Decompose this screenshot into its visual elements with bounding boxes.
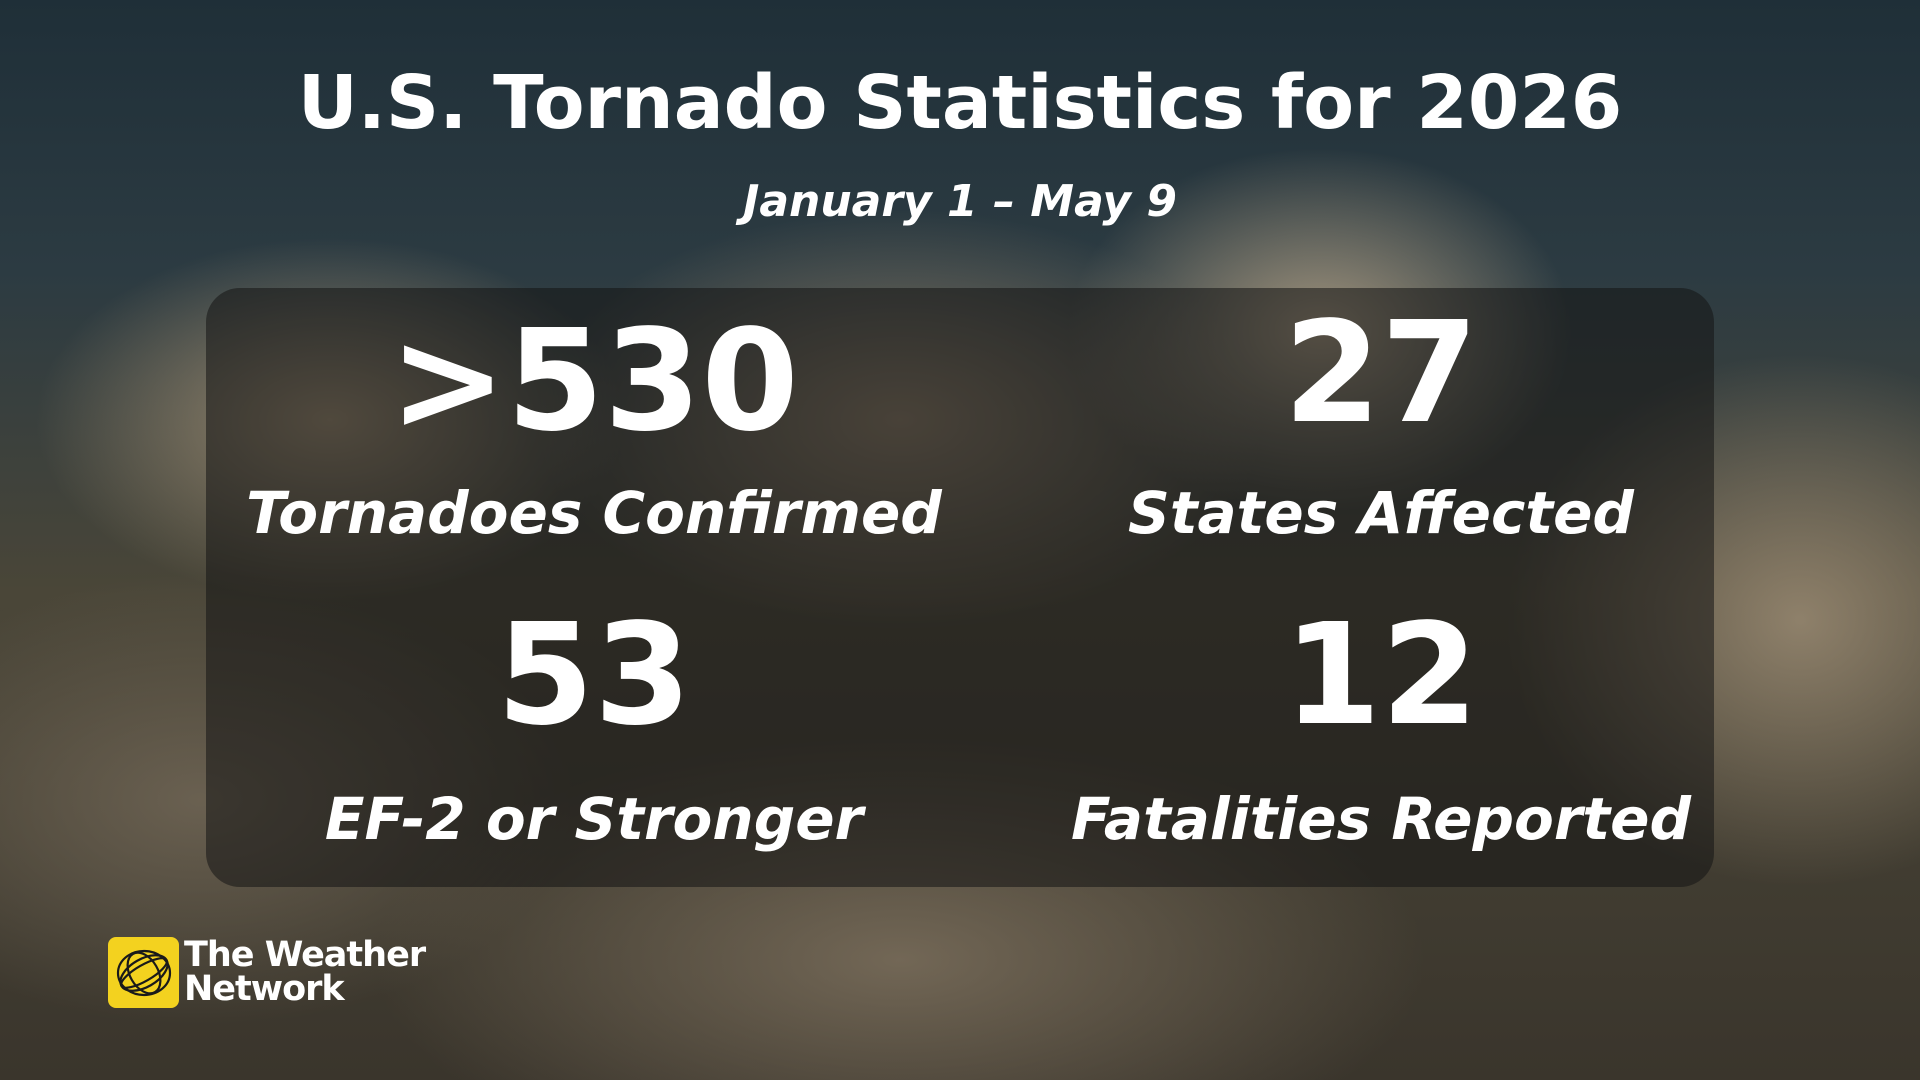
stat-value: 12 <box>1283 594 1479 757</box>
logo-icon <box>108 937 179 1008</box>
stat-value: 53 <box>496 594 692 757</box>
logo-text: The Weather <box>184 935 426 975</box>
subtitle: January 1 – May 9 <box>742 176 1178 227</box>
stat-value: 27 <box>1283 292 1479 455</box>
stat-label: EF-2 or Stronger <box>324 785 864 853</box>
stat-value: >530 <box>389 300 799 463</box>
logo-text: Network <box>184 969 345 1009</box>
stat-label: States Affected <box>1128 479 1634 547</box>
title: U.S. Tornado Statistics for 2026 <box>297 60 1623 146</box>
stat-label: Fatalities Reported <box>1070 785 1692 853</box>
stat-label: Tornadoes Confirmed <box>246 479 942 547</box>
stats-panel <box>206 288 1714 887</box>
